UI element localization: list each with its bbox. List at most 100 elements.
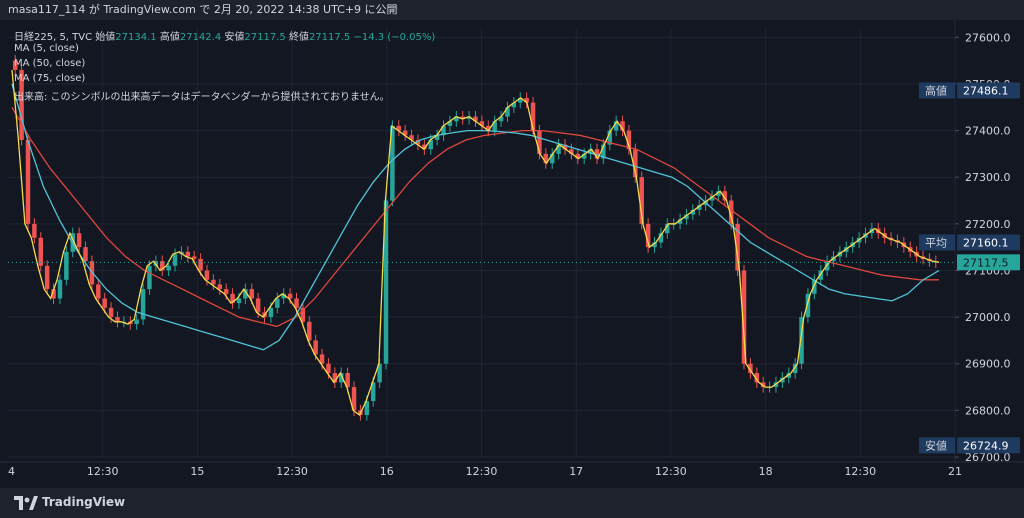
candle-body xyxy=(748,363,753,374)
ma50-legend[interactable]: MA (50, close) xyxy=(14,58,86,69)
candle-body xyxy=(422,144,427,150)
candle-body xyxy=(613,121,619,131)
candle-body xyxy=(383,200,389,364)
candle-body xyxy=(454,116,459,122)
x-tick-label: 16 xyxy=(380,465,394,478)
x-tick-label: 12:30 xyxy=(466,465,498,478)
tradingview-brand[interactable]: TradingView xyxy=(42,495,126,509)
price-marker-box xyxy=(957,437,1020,454)
candle-body xyxy=(102,298,107,308)
candle-body xyxy=(441,125,446,136)
candle-body xyxy=(549,153,555,164)
candle-body xyxy=(645,223,651,248)
x-tick-label: 12:30 xyxy=(844,465,876,478)
candle-body xyxy=(415,139,421,145)
candle-body xyxy=(518,97,523,103)
chart-area[interactable]: 27600.027500.027400.027300.027200.027100… xyxy=(0,20,1024,482)
x-tick-label: 12:30 xyxy=(276,465,308,478)
y-tick-label: 27400.0 xyxy=(965,125,1011,138)
candle-body xyxy=(601,144,606,159)
x-tick-label: 15 xyxy=(190,465,204,478)
candle-body xyxy=(307,321,312,341)
candle-body xyxy=(537,130,542,154)
volume-note: 出来高: このシンボルの出来高データはデータベンダーから提供されておりません。 xyxy=(14,92,390,103)
candle-body xyxy=(275,298,280,308)
candle-body xyxy=(32,223,37,238)
candle-body xyxy=(96,284,101,299)
price-marker-value: 26724.9 xyxy=(963,439,1009,452)
x-tick-label: 17 xyxy=(569,465,583,478)
change-value: −14.3 (−0.05%) xyxy=(353,32,436,43)
candle-body xyxy=(735,223,740,271)
candle-body xyxy=(185,251,191,257)
candle-body xyxy=(716,191,721,196)
price-marker-box xyxy=(957,254,1020,271)
tradingview-logo-icon[interactable] xyxy=(14,496,38,510)
price-marker-tag xyxy=(919,437,955,454)
candle-body xyxy=(230,293,235,304)
candle-body xyxy=(754,373,760,383)
price-marker-label: 高値 xyxy=(925,83,947,97)
high-label: 高値 xyxy=(159,32,180,43)
candle-body xyxy=(652,242,657,248)
candle-body xyxy=(709,195,715,201)
candle-body xyxy=(562,144,568,150)
high-value: 27142.4 xyxy=(179,32,222,43)
candle-body xyxy=(690,209,696,215)
candle-body xyxy=(588,149,593,154)
candle-body xyxy=(12,60,18,70)
candle-body xyxy=(108,307,114,318)
candle-body xyxy=(236,298,242,304)
candle-body xyxy=(51,289,56,299)
price-marker-value: 27486.1 xyxy=(963,84,1009,97)
symbol-label: 日経225, 5, TVC xyxy=(14,32,93,43)
candle-body xyxy=(626,130,632,150)
y-tick-label: 27600.0 xyxy=(965,31,1011,44)
candle-body xyxy=(313,340,318,355)
ma75-legend[interactable]: MA (75, close) xyxy=(14,73,86,84)
candle-body xyxy=(339,373,344,383)
ma5-legend[interactable]: MA (5, close) xyxy=(14,43,79,54)
y-tick-label: 26800.0 xyxy=(965,404,1011,417)
candle-body xyxy=(486,125,491,131)
candle-body xyxy=(281,293,286,299)
price-chart[interactable]: 27600.027500.027400.027300.027200.027100… xyxy=(0,20,1024,482)
y-tick-label: 26900.0 xyxy=(965,358,1011,371)
x-tick-label: 21 xyxy=(948,465,962,478)
candle-body xyxy=(64,251,69,280)
candle-body xyxy=(294,298,299,308)
candle-body xyxy=(217,284,223,290)
candle-body xyxy=(351,387,357,411)
candle-body xyxy=(556,144,561,154)
candle-body xyxy=(249,289,254,299)
candle-body xyxy=(805,293,811,318)
candle-body xyxy=(677,219,683,224)
candle-body xyxy=(319,354,325,364)
candle-body xyxy=(396,125,402,131)
candle-body xyxy=(364,401,370,416)
candle-body xyxy=(812,279,817,294)
candle-body xyxy=(166,265,171,271)
low-label: 安値 xyxy=(224,32,245,43)
candle-body xyxy=(569,149,574,154)
attribution-bar: masa117_114 が TradingView.com で 2月 20, 2… xyxy=(0,0,1024,20)
candle-body xyxy=(607,130,612,145)
candle-body xyxy=(447,121,453,126)
candle-body xyxy=(760,382,766,388)
x-tick-label: 18 xyxy=(759,465,773,478)
candle-body xyxy=(492,121,497,131)
candle-body xyxy=(684,214,689,220)
y-tick-label: 26700.0 xyxy=(965,451,1011,464)
price-marker-box xyxy=(957,234,1020,251)
y-tick-label: 27200.0 xyxy=(965,218,1011,231)
candle-body xyxy=(140,289,146,320)
price-marker-tag xyxy=(919,82,955,99)
candle-body xyxy=(728,200,734,224)
candle-body xyxy=(332,373,338,383)
close-value: 27117.5 xyxy=(308,32,351,43)
candle-body xyxy=(390,125,395,201)
candle-body xyxy=(466,116,472,119)
candle-body xyxy=(147,265,152,290)
candle-body xyxy=(722,191,728,201)
ma5-line xyxy=(11,69,940,416)
